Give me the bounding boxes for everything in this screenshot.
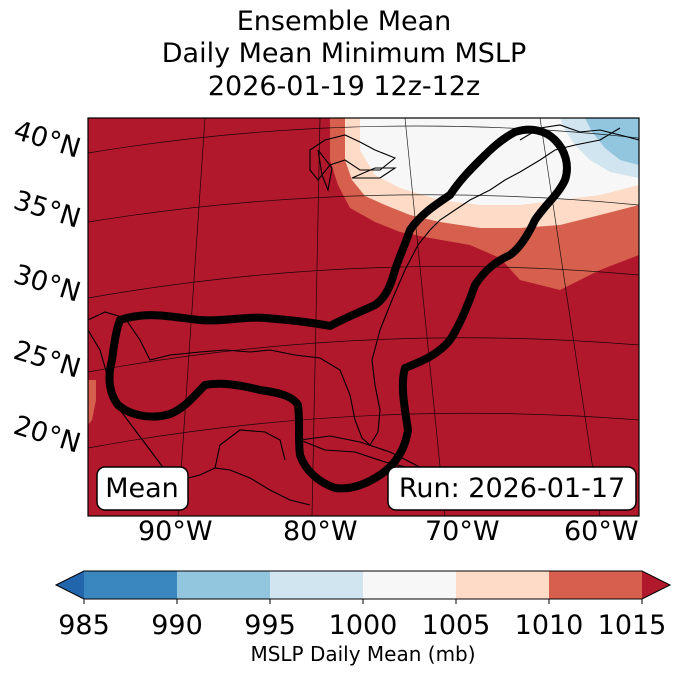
mean-box-label: Mean <box>105 473 179 504</box>
yucatan <box>214 429 286 469</box>
parallel-20 <box>88 412 639 449</box>
colorbar-tick-1015: 1015 <box>598 610 667 641</box>
gulf-coast <box>88 127 621 446</box>
colorbar-segment-1005 <box>456 571 549 599</box>
lon-label-70: 70°W <box>425 516 500 547</box>
title-line-1: Ensemble Mean <box>236 6 452 37</box>
meridian-70 <box>404 118 446 516</box>
colorbar-segment-1000 <box>363 571 456 599</box>
lon-labels: 90°W 80°W 70°W 60°W <box>138 516 639 547</box>
lat-label-30: 30°N <box>10 259 84 309</box>
pressure-field-1000 <box>360 118 639 205</box>
meridian-60 <box>539 118 601 516</box>
title-line-3: 2026-01-19 12z-12z <box>207 71 481 102</box>
parallel-40 <box>88 125 639 154</box>
map-frame <box>87 117 640 517</box>
run-box-label: Run: 2026-01-17 <box>399 473 625 504</box>
colorbar-tick-985: 985 <box>58 610 110 641</box>
colorbar-label: MSLP Daily Mean (mb) <box>250 642 475 666</box>
parallel-25 <box>88 337 639 373</box>
lat-label-20: 20°N <box>10 410 84 460</box>
lon-label-90: 90°W <box>138 516 213 547</box>
pressure-contour <box>105 125 571 493</box>
pressure-field-1010-sw <box>88 380 96 425</box>
lake-erie <box>351 167 397 179</box>
lake-michigan <box>317 149 333 192</box>
colorbar-ticks <box>83 599 643 604</box>
colorbar: 985 990 995 1000 1005 1010 1015 MSLP Dai… <box>54 570 672 666</box>
colorbar-tick-1005: 1005 <box>422 610 491 641</box>
parallel-30 <box>88 266 639 299</box>
title-line-2: Daily Mean Minimum MSLP <box>161 38 527 69</box>
great-lakes <box>309 134 397 181</box>
map-panel <box>88 118 639 516</box>
colorbar-segment-990 <box>177 571 270 599</box>
run-box: Run: 2026-01-17 <box>387 466 637 511</box>
meridian-80 <box>311 118 321 516</box>
lat-label-35: 35°N <box>10 185 84 235</box>
colorbar-segment-995 <box>270 571 363 599</box>
colorbar-tick-1010: 1010 <box>515 610 584 641</box>
colorbar-tick-995: 995 <box>244 610 296 641</box>
lat-labels: 40°N 35°N 30°N 25°N 20°N <box>10 115 84 460</box>
lon-label-60: 60°W <box>564 516 639 547</box>
lat-label-25: 25°N <box>10 335 84 385</box>
colorbar-over-arrow <box>642 571 670 599</box>
colorbar-tick-1000: 1000 <box>329 610 398 641</box>
colorbar-segment-1010 <box>549 571 642 599</box>
mean-box: Mean <box>96 466 189 511</box>
colorbar-segment-985 <box>84 571 177 599</box>
parallel-35 <box>88 194 639 223</box>
lon-label-80: 80°W <box>283 516 358 547</box>
colorbar-tick-990: 990 <box>151 610 203 641</box>
lat-label-40: 40°N <box>10 115 84 165</box>
colorbar-under-arrow <box>56 571 84 599</box>
